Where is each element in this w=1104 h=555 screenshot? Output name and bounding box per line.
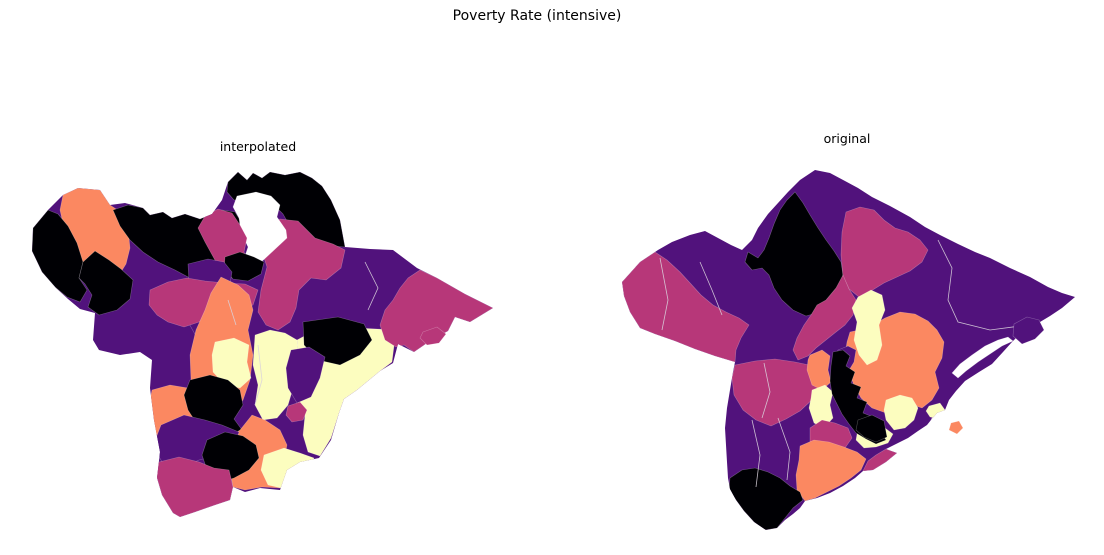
region-boundary-line (937, 239, 1029, 331)
map-region (851, 289, 886, 366)
map-region (925, 411, 969, 451)
map-region (622, 251, 750, 363)
region-boundary-line (777, 417, 791, 481)
map-region (792, 274, 857, 361)
map-regions (622, 191, 1029, 530)
region-boundary-line (699, 261, 723, 316)
map-region (211, 337, 252, 389)
map-region (951, 336, 1014, 379)
map-region (883, 394, 919, 431)
map-region (257, 218, 346, 331)
map-region (285, 346, 326, 404)
map-island-region (948, 420, 964, 435)
region-boundary-line (227, 299, 237, 326)
map-region (252, 329, 300, 421)
region-boundary-line (751, 419, 761, 488)
map-island-region (1012, 316, 1045, 345)
map-region (806, 349, 832, 391)
region-boundary-line (364, 261, 379, 311)
map-island-region (419, 326, 447, 346)
region-boundary-line (659, 257, 669, 331)
map-region (855, 414, 888, 443)
original-map (622, 170, 1075, 530)
region-boundary-line (254, 344, 263, 406)
map-region (153, 456, 234, 517)
map-region (285, 401, 308, 423)
region-boundary-line (761, 362, 771, 419)
interpolated-map (32, 172, 493, 517)
map-region (78, 250, 134, 316)
map-regions (32, 172, 493, 517)
right-map-title: original (823, 131, 871, 146)
map-region (731, 358, 821, 427)
left-map-title: interpolated (219, 139, 297, 154)
map-region (795, 439, 867, 502)
figure-title: Poverty Rate (intensive) (452, 8, 622, 24)
map-region (744, 191, 844, 317)
